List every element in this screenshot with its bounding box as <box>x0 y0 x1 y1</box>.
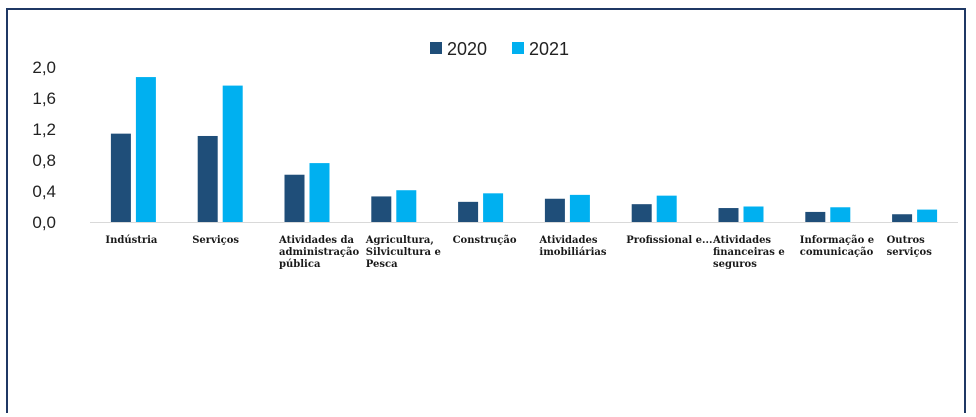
category-label-line: pública <box>279 259 321 270</box>
category-label-line: Atividades <box>712 235 771 246</box>
y-tick-label: 0,8 <box>32 151 56 170</box>
y-tick-label: 1,2 <box>32 120 56 139</box>
category-label-line: Indústria <box>105 235 158 246</box>
chart-frame: 0,0 0,4 0,8 1,2 1,6 2,0 Indústria Serviços Ativi… <box>6 8 966 413</box>
category-label: Atividades imobiliárias <box>538 235 606 258</box>
bar-2021-4 <box>483 193 504 222</box>
category-label: Informação e comunicação <box>800 235 874 258</box>
bar-2020-3 <box>371 196 392 222</box>
bar-2020-5 <box>544 198 565 222</box>
category-label: Atividades financeiras e seguros <box>712 235 785 270</box>
legend-label-2020: 2020 <box>447 39 487 59</box>
bar-2020-4 <box>458 201 479 222</box>
category-label-line: Atividades da <box>278 235 355 246</box>
category-label-line: comunicação <box>800 247 874 258</box>
bar-2021-1 <box>222 85 243 222</box>
category-label-line: financeiras e <box>713 247 785 258</box>
category-label-line: Pesca <box>366 259 398 270</box>
category-label: Profissional e... <box>626 235 712 246</box>
category-label: Construção <box>453 235 517 246</box>
category-label-line: Serviços <box>192 235 239 246</box>
category-label-line: administração <box>279 247 359 258</box>
legend-swatch-2021 <box>512 42 524 54</box>
bar-2020-6 <box>631 204 652 222</box>
y-tick-label: 0,4 <box>32 182 56 201</box>
bar-2021-5 <box>569 194 590 222</box>
category-label: Outros serviços <box>887 235 933 258</box>
bar-2021-2 <box>309 163 330 222</box>
legend-label-2021: 2021 <box>529 39 569 59</box>
category-label: Indústria <box>105 235 158 246</box>
y-tick-label: 2,0 <box>32 58 56 77</box>
category-label-line: Atividades <box>538 235 597 246</box>
category-label-line: Agricultura, <box>365 235 434 246</box>
category-label: Atividades da administração pública <box>278 235 359 270</box>
bar-2020-7 <box>718 208 739 222</box>
bar-2020-0 <box>110 133 131 222</box>
bar-chart: 0,0 0,4 0,8 1,2 1,6 2,0 Indústria Serviços Ativi… <box>32 39 958 270</box>
bar-2021-8 <box>830 207 851 222</box>
bar-2021-0 <box>135 77 156 222</box>
category-label-line: Outros <box>887 235 926 246</box>
bar-2020-2 <box>284 174 305 222</box>
category-label: Agricultura, Silvicultura e Pesca <box>365 235 441 270</box>
category-label-line: Informação e <box>800 235 874 246</box>
bar-2020-8 <box>805 211 826 222</box>
category-label-line: serviços <box>887 247 933 258</box>
bar-2021-6 <box>656 195 677 222</box>
category-label-line: Construção <box>453 235 517 246</box>
category-label-line: Profissional e... <box>626 235 712 246</box>
bar-2020-9 <box>892 214 913 222</box>
bar-2020-1 <box>197 135 218 222</box>
category-label-line: imobiliárias <box>539 247 606 258</box>
bar-2021-7 <box>743 206 764 222</box>
bar-2021-9 <box>917 209 938 222</box>
y-tick-label: 1,6 <box>32 89 56 108</box>
y-tick-label: 0,0 <box>32 213 56 232</box>
legend-swatch-2020 <box>430 42 442 54</box>
category-label-line: seguros <box>713 259 757 270</box>
category-label: Serviços <box>192 235 239 246</box>
bar-2021-3 <box>396 190 417 222</box>
category-label-line: Silvicultura e <box>366 247 441 258</box>
